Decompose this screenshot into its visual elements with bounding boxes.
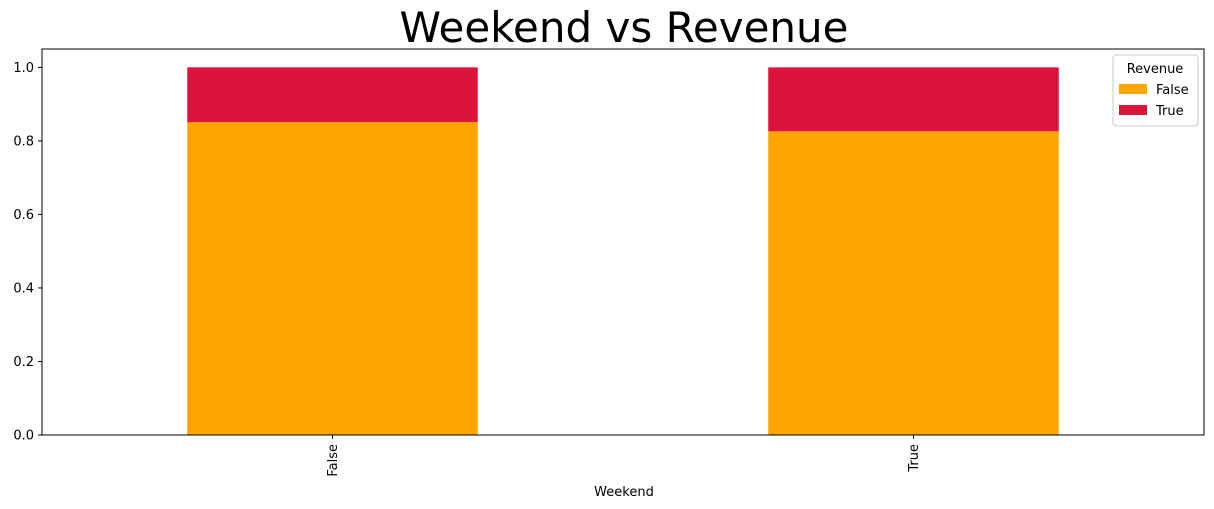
bar-true-series-false	[768, 131, 1059, 435]
x-axis: False True	[326, 435, 922, 477]
y-tick-label: 0.2	[13, 355, 34, 370]
y-tick-label: 0.8	[13, 134, 34, 149]
chart-title: Weekend vs Revenue	[399, 3, 848, 52]
legend-label-true: True	[1155, 104, 1184, 119]
legend-label-false: False	[1156, 83, 1189, 98]
y-axis: 0.0 0.2 0.4 0.6 0.8 1.0	[13, 61, 42, 444]
y-tick-label: 0.0	[13, 429, 34, 444]
legend-swatch-false	[1119, 84, 1147, 94]
bar-true-series-true	[768, 67, 1059, 132]
legend-title: Revenue	[1127, 62, 1184, 77]
y-tick-label: 0.4	[13, 281, 34, 296]
bar-false-series-true	[187, 67, 478, 123]
x-axis-label: Weekend	[594, 485, 654, 500]
legend-items: False True	[1119, 83, 1189, 119]
legend-swatch-true	[1119, 105, 1147, 115]
plot-frame	[41, 48, 1205, 436]
y-tick-label: 1.0	[13, 61, 34, 76]
bars-group	[187, 67, 1059, 435]
legend: Revenue False True	[1112, 54, 1199, 127]
y-tick-label: 0.6	[13, 208, 34, 223]
x-tick-label: False	[326, 444, 341, 477]
bar-false-series-false	[187, 122, 478, 435]
x-tick-label: True	[907, 444, 922, 473]
